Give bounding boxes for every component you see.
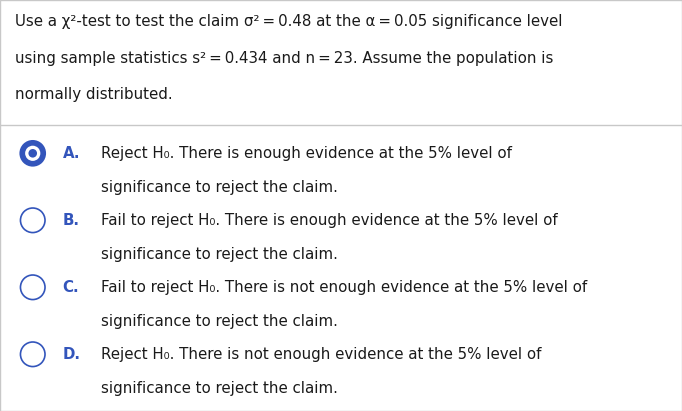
Text: significance to reject the claim.: significance to reject the claim.: [101, 381, 338, 395]
Text: normally distributed.: normally distributed.: [15, 87, 173, 102]
Text: significance to reject the claim.: significance to reject the claim.: [101, 247, 338, 261]
Text: Fail to reject H₀. There is not enough evidence at the 5% level of: Fail to reject H₀. There is not enough e…: [101, 280, 587, 295]
Text: using sample statistics s² = 0.434 and n = 23. Assume the population is: using sample statistics s² = 0.434 and n…: [15, 51, 553, 65]
Text: B.: B.: [63, 213, 80, 228]
Ellipse shape: [20, 275, 45, 300]
Ellipse shape: [20, 208, 45, 233]
Text: D.: D.: [63, 347, 80, 362]
Text: A.: A.: [63, 146, 80, 161]
Text: C.: C.: [63, 280, 79, 295]
Text: Reject H₀. There is enough evidence at the 5% level of: Reject H₀. There is enough evidence at t…: [101, 146, 512, 161]
Text: significance to reject the claim.: significance to reject the claim.: [101, 314, 338, 328]
Ellipse shape: [20, 342, 45, 367]
Text: significance to reject the claim.: significance to reject the claim.: [101, 180, 338, 194]
Ellipse shape: [20, 141, 45, 166]
Text: Fail to reject H₀. There is enough evidence at the 5% level of: Fail to reject H₀. There is enough evide…: [101, 213, 558, 228]
Text: Use a χ²-test to test the claim σ² = 0.48 at the α = 0.05 significance level: Use a χ²-test to test the claim σ² = 0.4…: [15, 14, 563, 29]
Ellipse shape: [25, 145, 40, 161]
Text: Reject H₀. There is not enough evidence at the 5% level of: Reject H₀. There is not enough evidence …: [101, 347, 542, 362]
Ellipse shape: [29, 149, 37, 157]
